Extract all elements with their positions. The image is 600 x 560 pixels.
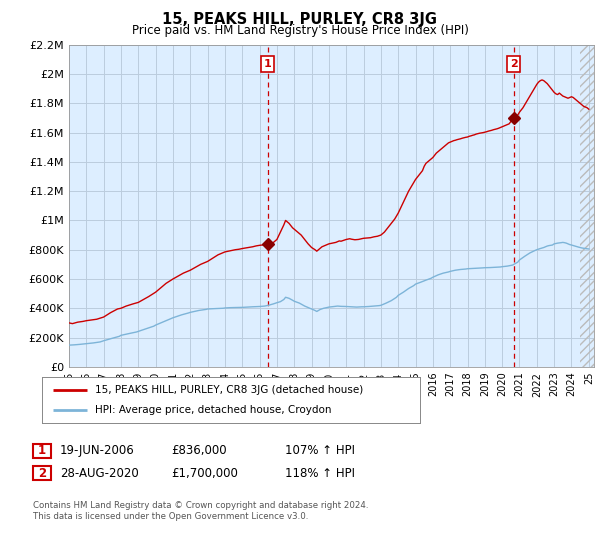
Text: 15, PEAKS HILL, PURLEY, CR8 3JG (detached house): 15, PEAKS HILL, PURLEY, CR8 3JG (detache… xyxy=(95,385,363,395)
Text: 1: 1 xyxy=(264,59,272,69)
Bar xyxy=(580,45,594,367)
Text: HPI: Average price, detached house, Croydon: HPI: Average price, detached house, Croy… xyxy=(95,405,331,416)
Text: 1: 1 xyxy=(38,444,46,458)
Text: 28-AUG-2020: 28-AUG-2020 xyxy=(60,466,139,480)
Text: 2: 2 xyxy=(510,59,517,69)
Text: Contains HM Land Registry data © Crown copyright and database right 2024.
This d: Contains HM Land Registry data © Crown c… xyxy=(33,501,368,521)
Text: 19-JUN-2006: 19-JUN-2006 xyxy=(60,444,135,458)
Text: 107% ↑ HPI: 107% ↑ HPI xyxy=(285,444,355,458)
Text: Price paid vs. HM Land Registry's House Price Index (HPI): Price paid vs. HM Land Registry's House … xyxy=(131,24,469,37)
Text: £836,000: £836,000 xyxy=(171,444,227,458)
Text: 118% ↑ HPI: 118% ↑ HPI xyxy=(285,466,355,480)
Text: 2: 2 xyxy=(38,466,46,480)
Text: 15, PEAKS HILL, PURLEY, CR8 3JG: 15, PEAKS HILL, PURLEY, CR8 3JG xyxy=(163,12,437,27)
Text: £1,700,000: £1,700,000 xyxy=(171,466,238,480)
